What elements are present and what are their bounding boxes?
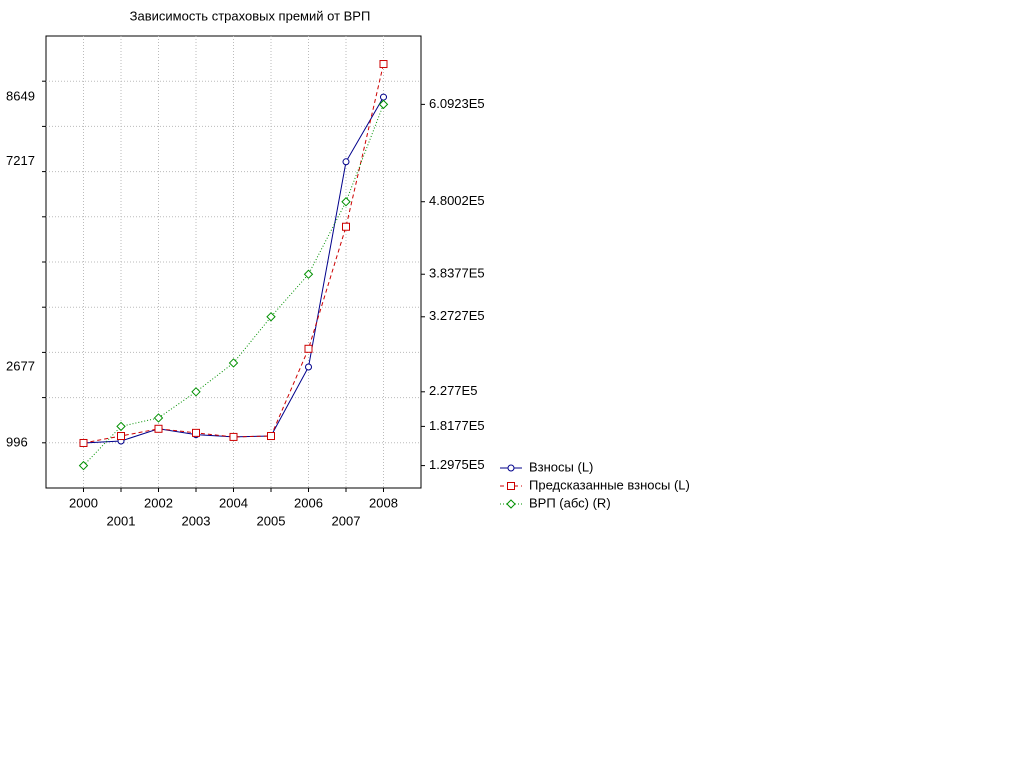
marker [116, 421, 126, 432]
marker [228, 358, 239, 368]
x-tick-label: 2004 [219, 495, 248, 510]
y-tick-label: 996 [6, 434, 28, 449]
legend-label: Предсказанные взносы (L) [529, 477, 690, 492]
legend-label: Взносы (L) [529, 459, 593, 474]
x-tick-label: 2008 [369, 495, 398, 510]
marker [78, 460, 89, 471]
marker [153, 413, 164, 423]
marker [506, 499, 516, 509]
marker [192, 428, 200, 437]
marker [379, 60, 388, 69]
y2-tick-label: 3.2727E5 [429, 308, 485, 323]
marker [507, 464, 515, 472]
y2-tick-label: 6.0923E5 [429, 96, 485, 111]
x-tick-label: 2006 [294, 495, 323, 510]
marker [191, 387, 201, 397]
marker [229, 432, 238, 441]
marker [342, 158, 350, 166]
y2-tick-label: 2.277E5 [429, 383, 477, 398]
marker [154, 424, 163, 433]
marker [117, 432, 125, 441]
y2-tick-label: 1.8177E5 [429, 418, 485, 433]
legend-label: ВРП (абс) (R) [529, 495, 611, 510]
marker [266, 312, 276, 322]
y2-tick-label: 3.8377E5 [429, 266, 485, 281]
marker [305, 363, 312, 371]
x-tick-label: 2001 [107, 513, 136, 528]
chart-title: Зависимость страховых премий от ВРП [130, 8, 371, 23]
y-tick-label: 2677 [6, 358, 35, 373]
series-line [83, 63, 384, 444]
x-tick-label: 2000 [69, 495, 98, 510]
marker [341, 197, 351, 207]
x-tick-label: 2007 [332, 513, 361, 528]
marker [380, 93, 387, 101]
y-tick-label: 7217 [6, 153, 35, 168]
y2-tick-label: 4.8002E5 [429, 193, 485, 208]
y2-tick-label: 1.2975E5 [429, 457, 485, 472]
marker [507, 482, 515, 490]
marker [267, 432, 275, 441]
x-tick-label: 2003 [182, 513, 211, 528]
marker [378, 99, 389, 110]
y-tick-label: 8649 [6, 89, 35, 104]
marker [342, 222, 350, 231]
marker [303, 269, 314, 279]
marker [79, 438, 88, 447]
x-tick-label: 2005 [257, 513, 286, 528]
x-tick-label: 2002 [144, 495, 173, 510]
marker [304, 344, 313, 353]
